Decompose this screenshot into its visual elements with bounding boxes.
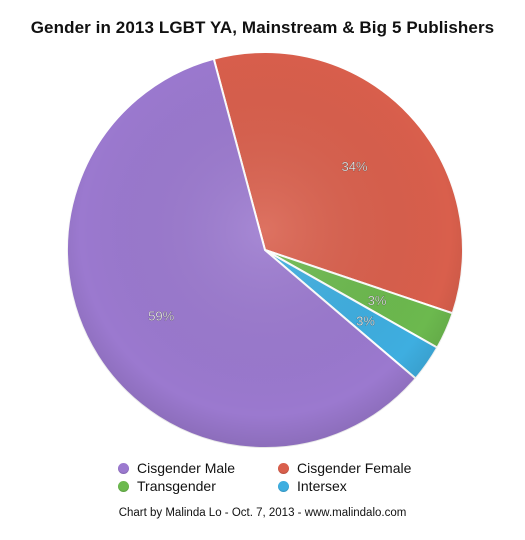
slice-label: 3% [356,313,375,328]
slice-label: 3% [368,293,387,308]
legend-swatch [278,480,289,492]
legend-item-cisgender-female: Cisgender Female [278,460,411,476]
legend-item-cisgender-male: Cisgender Male [118,460,235,476]
legend-label: Intersex [297,478,347,494]
chart-credit: Chart by Malinda Lo - Oct. 7, 2013 - www… [118,507,407,519]
chart-title: Gender in 2013 LGBT YA, Mainstream & Big… [30,18,495,37]
legend-item-transgender: Transgender [118,478,216,494]
legend-swatch [118,480,129,492]
legend-label: Cisgender Male [137,460,236,476]
slice-label: 34% [341,159,367,174]
slice-label: 59% [148,309,174,324]
legend-swatch [118,462,129,474]
legend-label: Cisgender Female [297,460,412,476]
legend-label: Transgender [137,478,216,494]
legend-item-intersex: Intersex [278,478,347,494]
legend-swatch [278,462,289,474]
